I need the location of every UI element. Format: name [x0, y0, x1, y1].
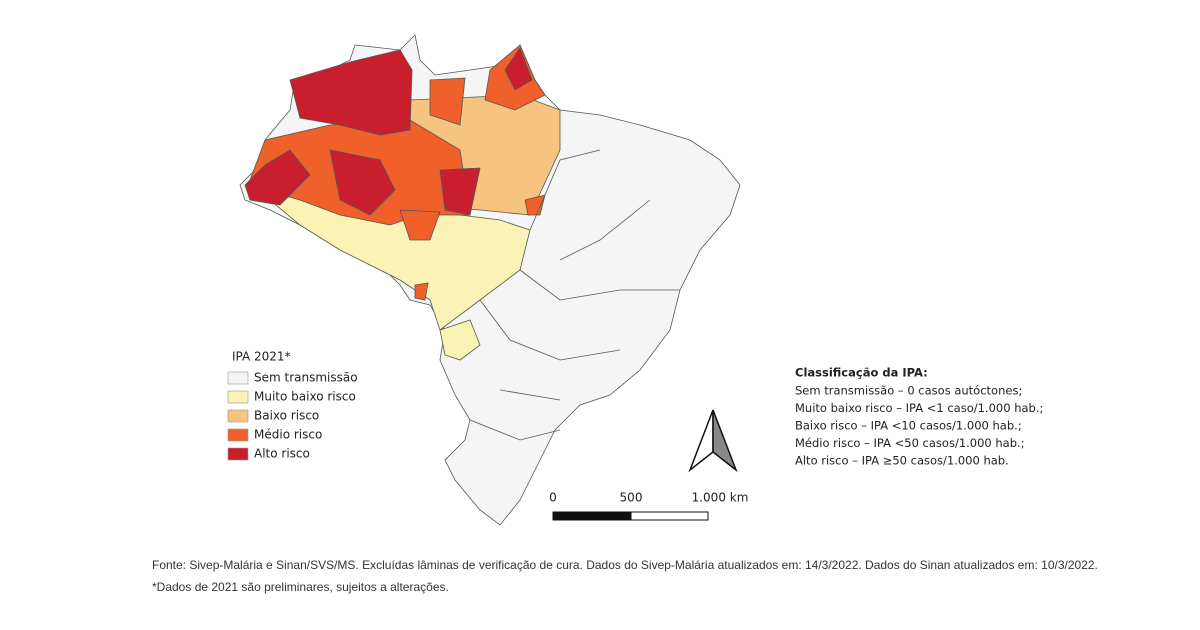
scale-label: 0	[549, 491, 557, 505]
legend-swatch	[227, 428, 249, 442]
region	[439, 167, 481, 216]
region	[289, 49, 413, 136]
legend-swatch	[227, 447, 249, 461]
classification-line: Médio risco – IPA <50 casos/1.000 hab.;	[795, 436, 1025, 450]
region	[329, 149, 396, 216]
footnote: *Dados de 2021 são preliminares, sujeito…	[152, 580, 449, 594]
region	[504, 47, 533, 91]
footnote: Fonte: Sivep-Malária e Sinan/SVS/MS. Exc…	[152, 558, 1098, 572]
legend-swatch	[227, 371, 249, 385]
classification-line: Baixo risco – IPA <10 casos/1.000 hab.;	[795, 419, 1022, 433]
region	[524, 194, 546, 216]
region	[244, 149, 311, 206]
legend-label: Baixo risco	[254, 409, 319, 423]
classification-line: Sem transmissão – 0 casos autóctones;	[795, 384, 1022, 398]
classification-line: Muito baixo risco – IPA <1 caso/1.000 ha…	[795, 401, 1043, 415]
legend-swatch	[227, 409, 249, 423]
legend-label: Sem transmissão	[254, 371, 358, 385]
region	[429, 77, 466, 126]
legend-title: IPA 2021*	[232, 350, 291, 364]
scale-label: 500	[620, 491, 643, 505]
scale-label: 1.000 km	[692, 491, 749, 505]
region	[399, 209, 441, 241]
region	[414, 282, 429, 301]
legend-label: Alto risco	[254, 447, 310, 461]
region	[439, 319, 481, 361]
legend-swatch	[227, 390, 249, 404]
brazil-map	[239, 34, 741, 526]
legend-label: Muito baixo risco	[254, 390, 356, 404]
classification-line: Alto risco – IPA ≥50 casos/1.000 hab.	[795, 454, 1009, 468]
classification-title: Classificação da IPA:	[795, 366, 928, 380]
legend-label: Médio risco	[254, 428, 322, 442]
north-arrow	[688, 409, 738, 473]
state-border	[469, 149, 680, 441]
scale-bar	[552, 511, 709, 521]
